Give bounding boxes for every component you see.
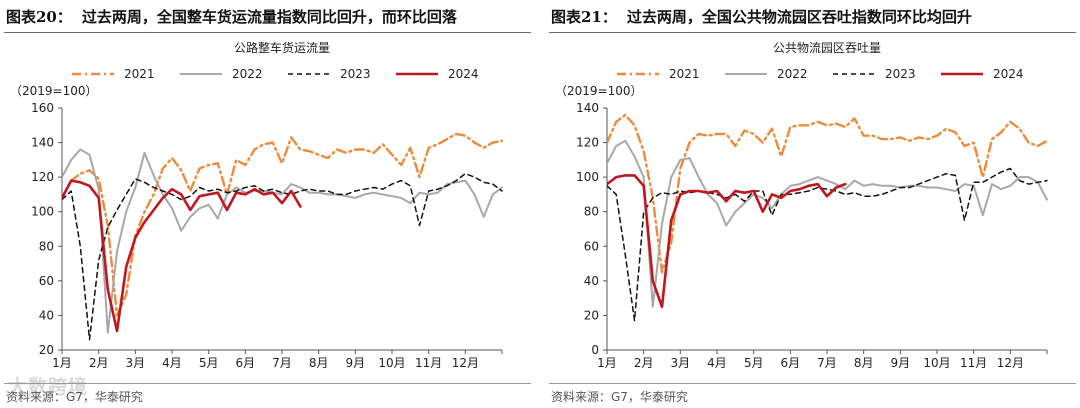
legend-item-2023: 2023: [833, 67, 916, 81]
freight-flow-chart: 公路整车货运流量 2021 2022 2023 2024 （2019=100） 20 40 60…: [10, 40, 504, 370]
legend-item-2022: 2022: [725, 67, 808, 81]
unit-label: （2019=100）: [555, 84, 643, 98]
y-tick-label: 120: [31, 170, 54, 184]
legend-label: 2023: [340, 67, 371, 81]
series-line-2024: [607, 174, 847, 309]
y-tick-label: 160: [31, 101, 54, 115]
x-tick-label: 3月: [126, 356, 146, 370]
y-tick-label: 80: [39, 239, 54, 253]
legend-label: 2021: [124, 67, 155, 81]
legend-item-2021: 2021: [617, 67, 700, 81]
x-tick-label: 12月: [997, 356, 1024, 370]
source-rule: [549, 383, 1076, 384]
figure-label: 图表20：: [6, 8, 72, 26]
series-line-2023: [62, 172, 503, 341]
figure-caption: 过去两周，全国公共物流园区吞吐指数同环比均回升: [626, 8, 972, 26]
title-rule: [4, 32, 531, 33]
legend-label: 2022: [777, 67, 808, 81]
x-tick-label: 1月: [597, 356, 617, 370]
y-tick-label: 60: [39, 274, 54, 288]
series-line-2023: [607, 167, 1048, 322]
x-tick-label: 4月: [707, 356, 727, 370]
panel-divider: [540, 0, 541, 408]
legend-label: 2024: [448, 67, 479, 81]
legend-label: 2023: [885, 67, 916, 81]
series-line-2021: [62, 132, 504, 317]
y-tick-label: 80: [584, 205, 599, 219]
x-tick-label: 5月: [199, 356, 219, 370]
x-tick-label: 2月: [634, 356, 654, 370]
legend-item-2023: 2023: [288, 67, 371, 81]
y-tick-label: 40: [584, 274, 599, 288]
watermark-logo: 大数跨境: [8, 376, 89, 398]
x-tick-label: 11月: [415, 356, 442, 370]
chart-title: 公共物流园区吞吐量: [773, 41, 881, 55]
legend-label: 2024: [993, 67, 1024, 81]
x-tick-label: 8月: [854, 356, 874, 370]
chart-title: 公路整车货运流量: [234, 40, 330, 55]
legend-item-2024: 2024: [941, 67, 1024, 81]
x-tick-label: 2月: [89, 356, 109, 370]
title-rule: [549, 32, 1076, 33]
x-tick-label: 11月: [960, 356, 987, 370]
legend-label: 2022: [232, 67, 263, 81]
x-tick-label: 8月: [309, 356, 329, 370]
source-note: 资料来源：G7，华泰研究: [551, 390, 688, 404]
source-rule: [4, 383, 531, 384]
y-tick-label: 140: [31, 136, 54, 150]
y-tick-label: 60: [584, 239, 599, 253]
y-tick-label: 20: [584, 308, 599, 322]
legend-item-2021: 2021: [72, 67, 155, 81]
x-tick-label: 12月: [452, 356, 479, 370]
x-tick-label: 3月: [671, 356, 691, 370]
series-line-2022: [607, 139, 1048, 308]
y-tick-label: 20: [39, 343, 54, 357]
figure-caption: 过去两周，全国整车货运流量指数同比回升，而环比回落: [81, 8, 457, 26]
y-tick-label: 40: [39, 308, 54, 322]
legend-item-2024: 2024: [396, 67, 479, 81]
figure-title: 图表20： 过去两周，全国整车货运流量指数同比回升，而环比回落: [6, 6, 457, 27]
x-tick-label: 6月: [781, 356, 801, 370]
x-tick-label: 1月: [52, 356, 72, 370]
y-tick-label: 0: [591, 343, 599, 357]
source-note: 资料来源：G7，华泰研究: [6, 390, 143, 404]
x-tick-label: 4月: [162, 356, 182, 370]
x-tick-label: 6月: [236, 356, 256, 370]
logistics-park-chart: 公共物流园区吞吐量 2021 2022 2023 2024 （2019=100） 0 20 40…: [555, 41, 1049, 370]
y-tick-label: 120: [576, 136, 599, 150]
figure-panel-21: 图表21： 过去两周，全国公共物流园区吞吐指数同环比均回升 公共物流园区吞吐量 20…: [545, 0, 1080, 408]
unit-label: （2019=100）: [10, 84, 98, 98]
y-tick-label: 100: [576, 170, 599, 184]
series-line-2024: [62, 179, 302, 333]
series-line-2021: [607, 113, 1049, 274]
series-line-2022: [62, 148, 503, 334]
y-tick-label: 140: [576, 101, 599, 115]
figure-label: 图表21：: [551, 8, 617, 26]
legend-label: 2021: [669, 67, 700, 81]
x-tick-label: 5月: [744, 356, 764, 370]
x-tick-label: 7月: [817, 356, 837, 370]
x-tick-label: 9月: [346, 356, 366, 370]
figure-panel-20: 图表20： 过去两周，全国整车货运流量指数同比回升，而环比回落 公路整车货运流量 2…: [0, 0, 535, 408]
y-tick-label: 100: [31, 205, 54, 219]
figure-title: 图表21： 过去两周，全国公共物流园区吞吐指数同环比均回升: [551, 6, 972, 27]
legend-item-2022: 2022: [180, 67, 263, 81]
x-tick-label: 10月: [378, 356, 405, 370]
x-tick-label: 9月: [891, 356, 911, 370]
x-tick-label: 7月: [272, 356, 292, 370]
x-tick-label: 10月: [923, 356, 950, 370]
